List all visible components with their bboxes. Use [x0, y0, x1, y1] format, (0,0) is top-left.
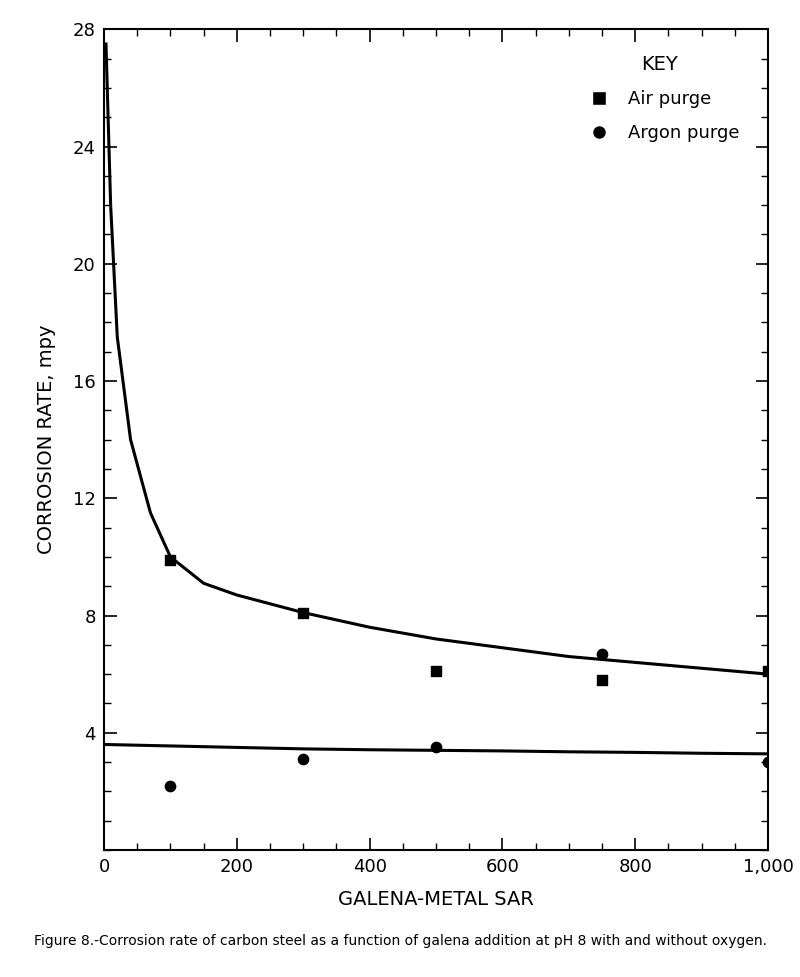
X-axis label: GALENA-METAL SAR: GALENA-METAL SAR: [338, 890, 534, 910]
Point: [430, 740, 442, 755]
Point: [762, 754, 774, 770]
Y-axis label: CORROSION RATE, mpy: CORROSION RATE, mpy: [37, 325, 56, 554]
Text: Figure 8.-Corrosion rate of carbon steel as a function of galena addition at pH : Figure 8.-Corrosion rate of carbon steel…: [34, 934, 766, 948]
Point: [595, 672, 609, 688]
Point: [164, 778, 177, 793]
Point: [164, 552, 177, 568]
Point: [297, 605, 310, 620]
Legend: Air purge, Argon purge: Air purge, Argon purge: [581, 55, 739, 143]
Point: [595, 646, 609, 661]
Point: [762, 663, 774, 679]
Point: [297, 751, 310, 767]
Point: [430, 663, 442, 679]
